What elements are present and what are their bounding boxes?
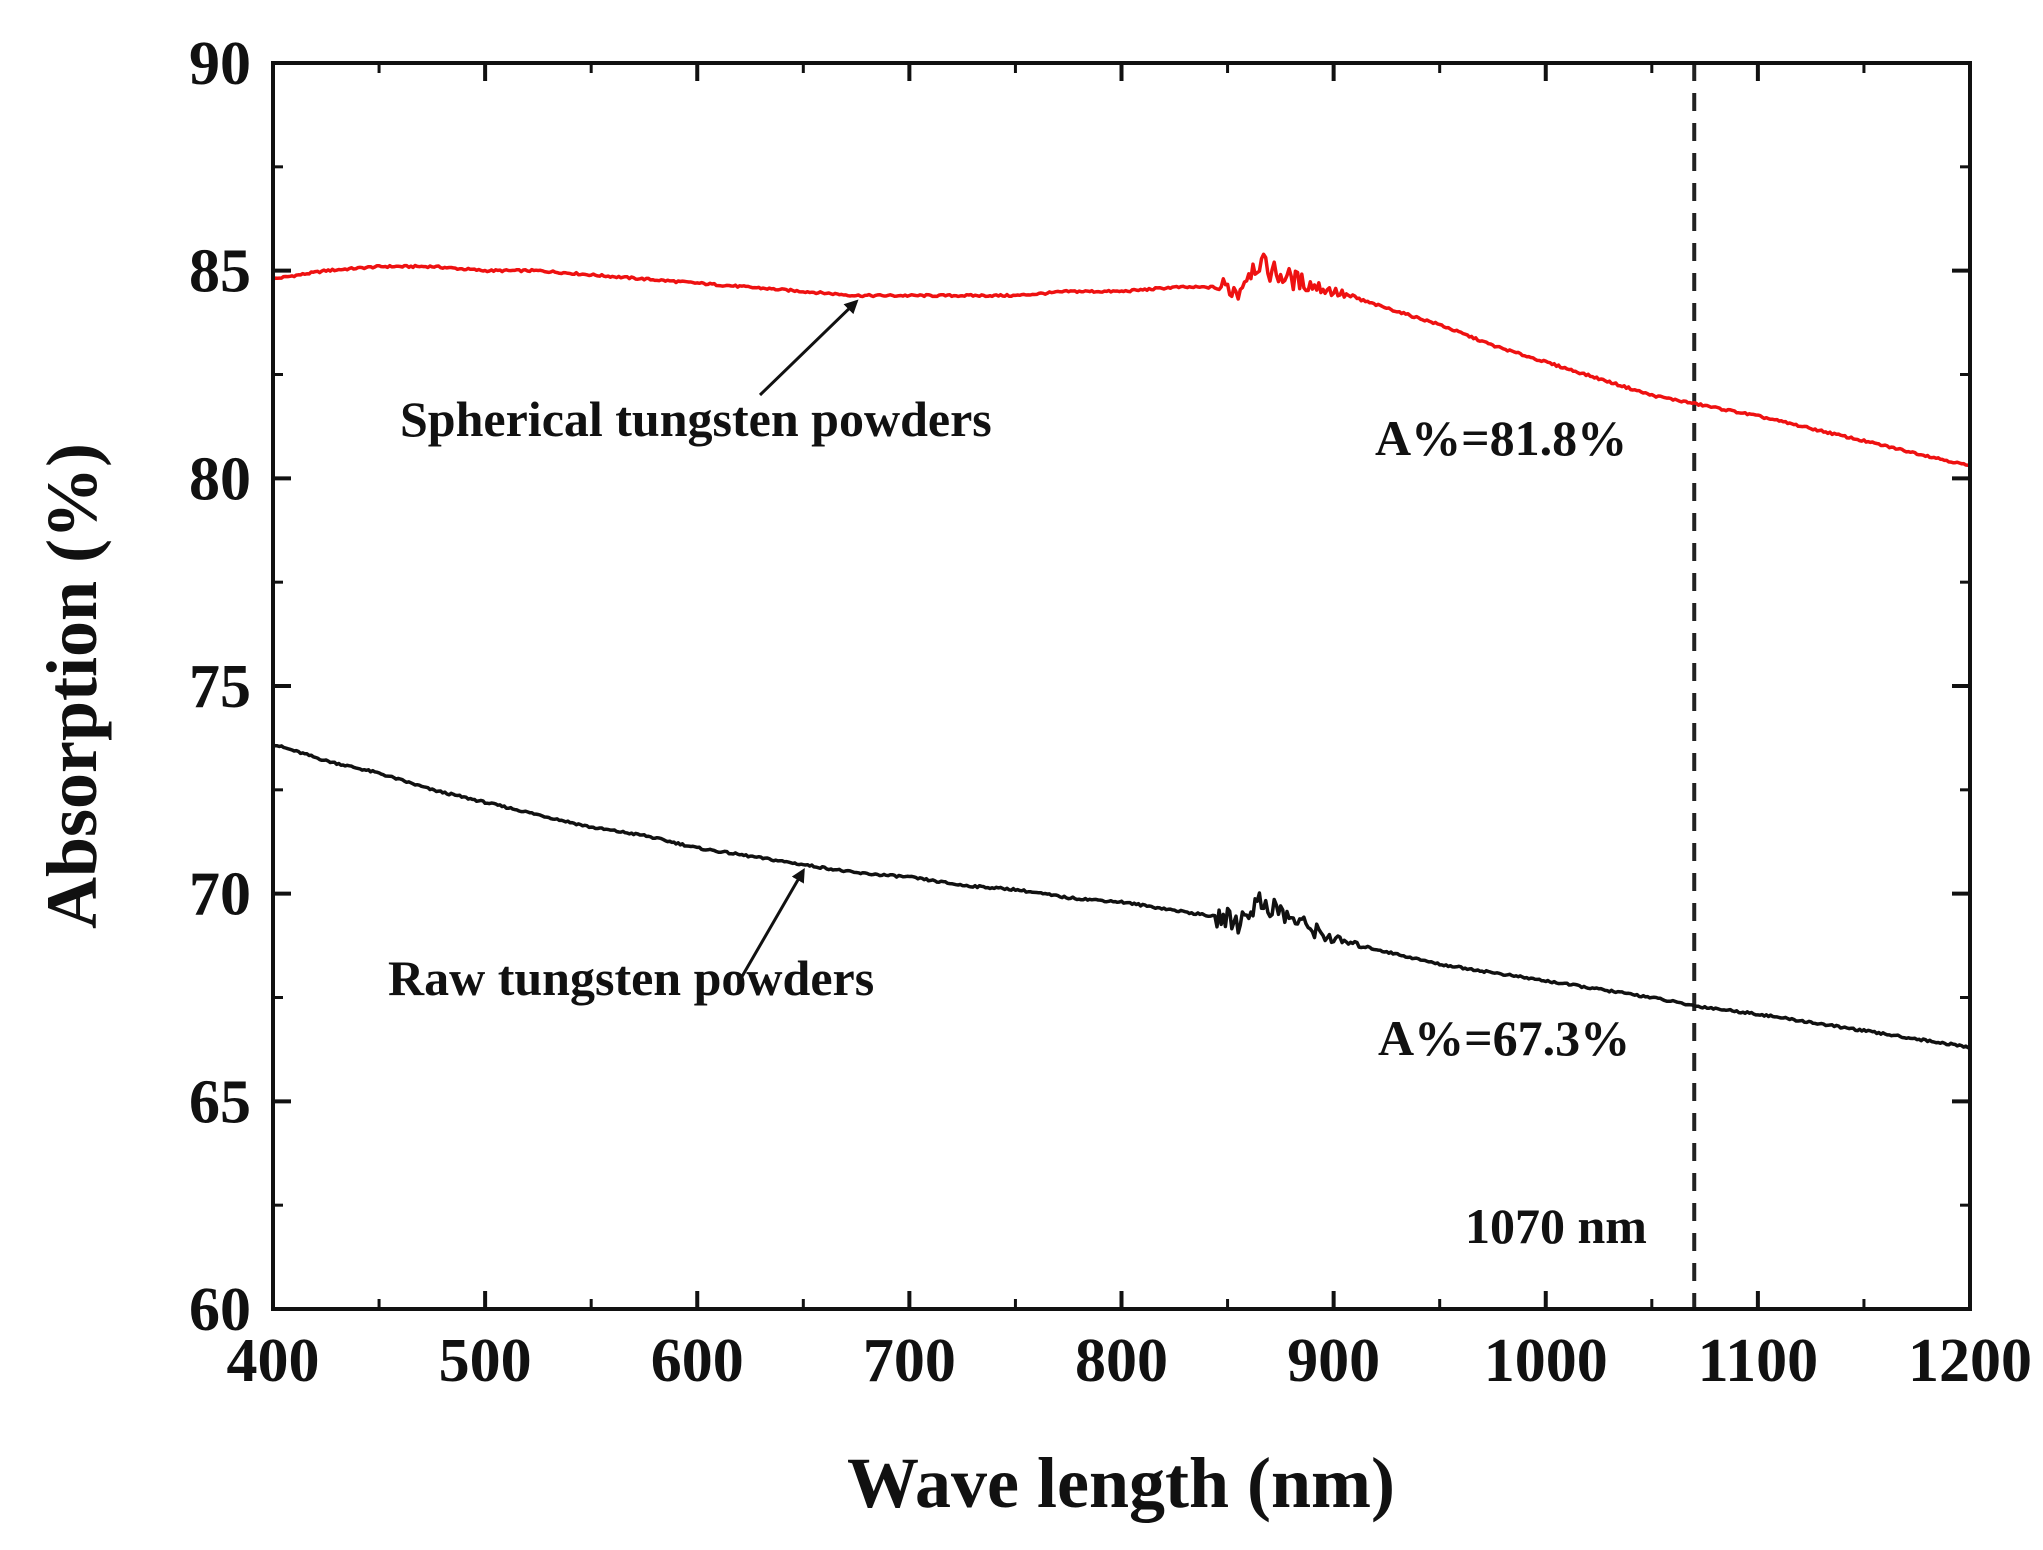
y-axis-ticks: 60 65 70 75 80 85 90: [189, 30, 1970, 1344]
label-absorption-spherical: A%=81.8%: [1375, 410, 1627, 466]
x-tick-label-700: 700: [863, 1327, 956, 1395]
x-tick-label-800: 800: [1075, 1327, 1168, 1395]
arrow-raw: [738, 867, 805, 981]
y-tick-label-80: 80: [189, 445, 251, 513]
y-tick-label-90: 90: [189, 30, 251, 98]
x-axis-title: Wave length (nm): [847, 1443, 1395, 1523]
x-tick-label-600: 600: [651, 1327, 744, 1395]
x-axis-ticks: 400 500 600 700 800 900 1000 1100 1200: [227, 63, 2032, 1395]
label-spherical-tungsten-powders: Spherical tungsten powders: [400, 391, 992, 447]
x-tick-label-1100: 1100: [1698, 1327, 1819, 1395]
x-tick-label-1000: 1000: [1484, 1327, 1608, 1395]
x-tick-label-400: 400: [227, 1327, 320, 1395]
y-tick-label-75: 75: [189, 653, 251, 721]
label-absorption-raw: A%=67.3%: [1378, 1010, 1630, 1066]
label-1070nm: 1070 nm: [1465, 1198, 1647, 1254]
label-raw-tungsten-powders: Raw tungsten powders: [388, 950, 874, 1006]
series-line-raw: [273, 743, 1970, 1050]
y-tick-label-65: 65: [189, 1068, 251, 1136]
arrow-spherical: [758, 299, 859, 397]
x-tick-label-900: 900: [1287, 1327, 1380, 1395]
y-axis-title: Absorption (%): [32, 443, 112, 929]
plot-frame: [271, 61, 1972, 1311]
y-tick-label-70: 70: [189, 861, 251, 929]
y-tick-label-60: 60: [189, 1276, 251, 1344]
x-tick-label-500: 500: [439, 1327, 532, 1395]
y-tick-label-85: 85: [189, 238, 251, 306]
series-line-spherical: [273, 252, 1970, 467]
x-tick-label-1200: 1200: [1908, 1327, 2032, 1395]
